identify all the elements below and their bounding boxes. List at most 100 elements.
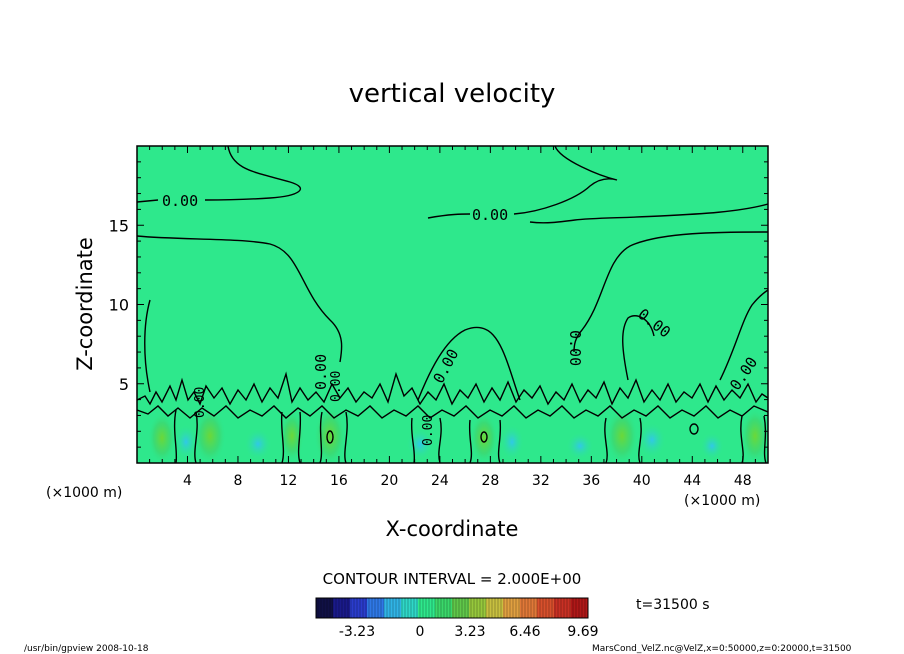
y-axis-label: Z-coordinate bbox=[73, 237, 97, 371]
contour-column bbox=[344, 411, 348, 463]
colorbar-segment bbox=[486, 598, 504, 618]
colorbar-tick-label: 6.46 bbox=[509, 624, 540, 640]
contour-closed bbox=[689, 423, 699, 435]
contour-far-right bbox=[719, 289, 768, 381]
contour-column bbox=[173, 409, 178, 463]
downdraft bbox=[174, 424, 198, 460]
colorbar-segment bbox=[571, 598, 589, 618]
contour-lines bbox=[137, 146, 768, 463]
contour-bumpy bbox=[137, 371, 768, 406]
colorbar-segment bbox=[333, 598, 351, 618]
contour-column bbox=[638, 417, 642, 463]
y-tick-label: 10 bbox=[109, 296, 129, 315]
x-tick-label: 32 bbox=[532, 473, 550, 489]
colorbar-tick-label: -3.23 bbox=[339, 624, 375, 640]
x-axis-ticks: 4 8 12 16 20 24 28 32 36 40 44 48 bbox=[149, 146, 756, 489]
cell-core bbox=[314, 406, 346, 463]
contour-closed bbox=[326, 430, 334, 444]
contour-closed bbox=[480, 431, 488, 443]
colorbar-tick-label: 3.23 bbox=[454, 624, 485, 640]
contour-bumpy bbox=[137, 405, 768, 419]
contour-column bbox=[438, 417, 442, 463]
contour-label: 0.00 bbox=[421, 415, 436, 446]
downdraft bbox=[244, 428, 272, 460]
cell-core bbox=[194, 408, 226, 463]
y-tick-label: 15 bbox=[109, 216, 129, 235]
contour-label: 0.00 bbox=[162, 192, 198, 210]
contour-label: 0.00 bbox=[329, 371, 344, 402]
contour-label: 0.00 bbox=[472, 206, 508, 224]
contour-right-loop bbox=[622, 315, 655, 381]
contour-label: 0.00 bbox=[312, 354, 330, 390]
downdraft bbox=[500, 424, 524, 460]
y-axis-ticks: 5 10 15 bbox=[109, 161, 768, 448]
cell-core bbox=[741, 408, 768, 463]
contour-interval-label: CONTOUR INTERVAL = 2.000E+00 bbox=[323, 570, 582, 588]
colorbar-segment bbox=[401, 598, 419, 618]
cell-core bbox=[148, 412, 176, 463]
x-tick-label: 28 bbox=[481, 473, 499, 489]
near-surface-field bbox=[148, 406, 768, 463]
contour-column bbox=[763, 415, 767, 463]
contour-left-envelope bbox=[137, 235, 343, 363]
colorbar-segment bbox=[435, 598, 453, 618]
contour-upper-left bbox=[204, 146, 302, 201]
cell-core bbox=[606, 408, 638, 463]
colorbar-segment bbox=[503, 598, 521, 618]
colorbar-tick-label: 0 bbox=[416, 624, 425, 640]
colorbar-frame bbox=[315, 597, 589, 619]
contour-column bbox=[194, 411, 198, 463]
contour-upper-left bbox=[137, 199, 159, 203]
colorbar-segment bbox=[554, 598, 572, 618]
contour-column bbox=[297, 411, 302, 463]
downdraft bbox=[700, 432, 724, 460]
cell-core bbox=[280, 410, 304, 462]
cell-core bbox=[470, 412, 498, 463]
colorbar-segment bbox=[316, 598, 334, 618]
colorbar-segment bbox=[520, 598, 538, 618]
contour-upper-mid bbox=[513, 146, 618, 215]
contour-label: 0.00 bbox=[193, 387, 208, 418]
time-label: t=31500 s bbox=[636, 597, 710, 613]
x-unit-right: (×1000 m) bbox=[684, 493, 760, 509]
footer-data-source: MarsCond_VelZ.nc@VelZ,x=0:50000,z=0:2000… bbox=[592, 644, 852, 654]
contour-upper-right bbox=[529, 203, 768, 224]
footer-program-date: /usr/bin/gpview 2008-10-18 bbox=[24, 644, 149, 654]
colorbar-segment bbox=[350, 598, 368, 618]
x-unit-left: (×1000 m) bbox=[46, 485, 122, 501]
y-tick-label: 5 bbox=[119, 375, 129, 394]
contour-upper-mid bbox=[427, 213, 471, 219]
colorbar-segment bbox=[367, 598, 385, 618]
colorbar-segment bbox=[418, 598, 436, 618]
colorbar-tick-label: 9.69 bbox=[567, 624, 598, 640]
x-tick-label: 12 bbox=[280, 473, 298, 489]
colorbar-segment bbox=[452, 598, 470, 618]
x-tick-label: 44 bbox=[683, 473, 701, 489]
contour-mid-hump bbox=[417, 326, 521, 401]
colorbar bbox=[316, 598, 589, 618]
downdraft bbox=[638, 422, 666, 458]
contour-column bbox=[319, 411, 323, 463]
x-tick-label: 36 bbox=[582, 473, 600, 489]
contour-column bbox=[468, 419, 473, 463]
colorbar-segment bbox=[469, 598, 487, 618]
x-tick-label: 48 bbox=[734, 473, 752, 489]
colorbar-tick-labels: -3.23 0 3.23 6.46 9.69 bbox=[339, 624, 599, 640]
colorbar-segment bbox=[384, 598, 402, 618]
x-tick-label: 24 bbox=[431, 473, 449, 489]
contour-right-envelope bbox=[573, 231, 768, 353]
x-tick-label: 40 bbox=[633, 473, 651, 489]
contour-column bbox=[604, 417, 608, 463]
x-tick-label: 16 bbox=[330, 473, 348, 489]
colorbar-segment bbox=[537, 598, 555, 618]
contour-column bbox=[280, 411, 285, 463]
contour-label: 0.00 bbox=[566, 330, 584, 366]
downdraft bbox=[406, 428, 434, 460]
downdraft bbox=[566, 432, 594, 460]
chart-title: vertical velocity bbox=[349, 79, 556, 109]
x-axis-label: X-coordinate bbox=[386, 517, 519, 541]
x-tick-label: 20 bbox=[380, 473, 398, 489]
contour-left-curve bbox=[144, 299, 151, 393]
x-tick-label: 4 bbox=[183, 473, 192, 489]
